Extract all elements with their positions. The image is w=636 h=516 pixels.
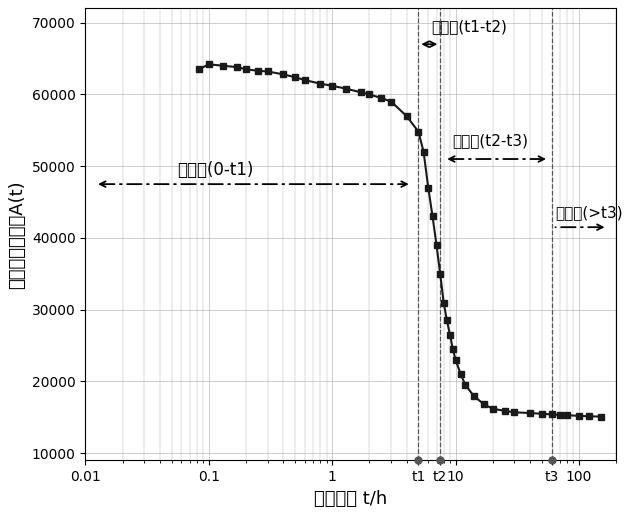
Text: 加速期(t1-t2): 加速期(t1-t2) xyxy=(431,19,507,34)
Text: 初始期(0-t1): 初始期(0-t1) xyxy=(177,161,253,179)
Y-axis label: 第一回波峰振幅A(t): 第一回波峰振幅A(t) xyxy=(8,180,26,288)
Text: 稳定期(>t3): 稳定期(>t3) xyxy=(556,205,623,220)
Text: 减速期(t2-t3): 减速期(t2-t3) xyxy=(452,134,528,149)
X-axis label: 水化时间 t/h: 水化时间 t/h xyxy=(314,490,387,508)
